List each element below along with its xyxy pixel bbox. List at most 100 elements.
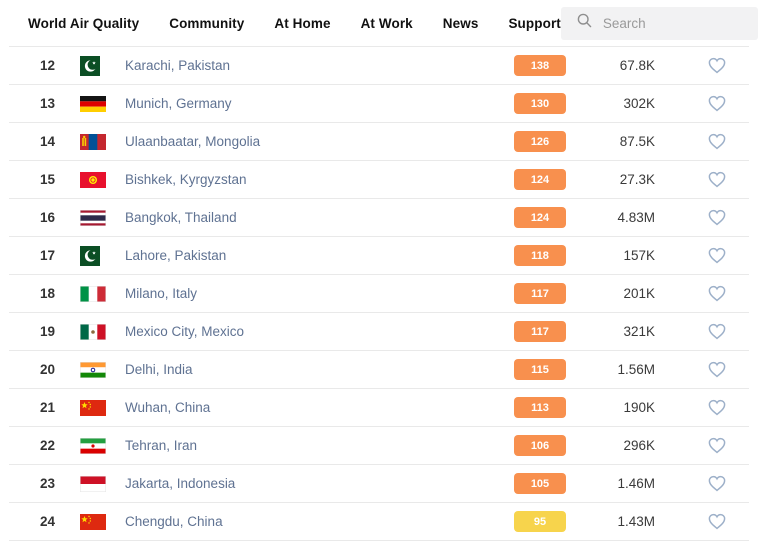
followers-count: 302K — [623, 96, 655, 111]
aqi-badge: 115 — [514, 359, 566, 380]
nav-item-world-air-quality[interactable]: World Air Quality — [28, 15, 140, 31]
followers-count: 296K — [623, 438, 655, 453]
aqi-badge: 138 — [514, 55, 566, 76]
aqi-badge: 124 — [514, 169, 566, 190]
heart-follow-button[interactable] — [707, 170, 727, 189]
followers-count: 1.46M — [617, 476, 655, 491]
rank-number: 15 — [40, 172, 56, 187]
aqi-badge: 126 — [514, 131, 566, 152]
city-ranking-table: 12 Karachi, Pakistan 138 67.8K 13 Munich… — [9, 46, 749, 541]
city-row-15[interactable]: 15 Bishkek, Kyrgyzstan 124 27.3K — [9, 161, 749, 199]
rank-number: 14 — [40, 134, 56, 149]
search-box[interactable] — [560, 6, 758, 40]
flag-icon-cn — [80, 399, 125, 416]
rank-number: 13 — [40, 96, 56, 111]
followers-count: 1.56M — [617, 362, 655, 377]
followers-count: 1.43M — [617, 514, 655, 529]
flag-icon-in — [80, 361, 125, 378]
city-row-24[interactable]: 24 Chengdu, China 95 1.43M — [9, 503, 749, 541]
heart-follow-button[interactable] — [707, 132, 727, 151]
city-link[interactable]: Bangkok, Thailand — [125, 210, 237, 225]
heart-follow-button[interactable] — [707, 246, 727, 265]
city-link[interactable]: Jakarta, Indonesia — [125, 476, 236, 491]
heart-follow-button[interactable] — [707, 208, 727, 227]
followers-count: 87.5K — [619, 134, 655, 149]
aqi-badge: 106 — [514, 435, 566, 456]
heart-follow-button[interactable] — [707, 94, 727, 113]
rank-number: 17 — [40, 248, 56, 263]
aqi-badge: 117 — [514, 321, 566, 342]
aqi-badge: 130 — [514, 93, 566, 114]
followers-count: 201K — [623, 286, 655, 301]
aqi-badge: 105 — [514, 473, 566, 494]
followers-count: 4.83M — [617, 210, 655, 225]
heart-follow-button[interactable] — [707, 322, 727, 341]
city-link[interactable]: Bishkek, Kyrgyzstan — [125, 172, 247, 187]
aqi-badge: 117 — [514, 283, 566, 304]
heart-follow-button[interactable] — [707, 512, 727, 531]
heart-follow-button[interactable] — [707, 284, 727, 303]
rank-number: 19 — [40, 324, 56, 339]
flag-icon-id — [80, 475, 125, 492]
aqi-badge: 118 — [514, 245, 566, 266]
flag-icon-cn — [80, 513, 125, 530]
rank-number: 18 — [40, 286, 56, 301]
city-row-21[interactable]: 21 Wuhan, China 113 190K — [9, 389, 749, 427]
flag-icon-de — [80, 95, 125, 112]
city-link[interactable]: Lahore, Pakistan — [125, 248, 227, 263]
flag-icon-pk — [80, 55, 125, 76]
rank-number: 16 — [40, 210, 56, 225]
rank-number: 22 — [40, 438, 56, 453]
followers-count: 190K — [623, 400, 655, 415]
rank-number: 20 — [40, 362, 56, 377]
aqi-badge: 124 — [514, 207, 566, 228]
city-link[interactable]: Delhi, India — [125, 362, 193, 377]
city-link[interactable]: Mexico City, Mexico — [125, 324, 245, 339]
flag-icon-mx — [80, 323, 125, 340]
flag-icon-ir — [80, 437, 125, 454]
heart-follow-button[interactable] — [707, 398, 727, 417]
city-link[interactable]: Chengdu, China — [125, 514, 223, 529]
rank-number: 21 — [40, 400, 56, 415]
search-icon — [577, 13, 592, 33]
followers-count: 27.3K — [619, 172, 655, 187]
city-row-12[interactable]: 12 Karachi, Pakistan 138 67.8K — [9, 47, 749, 85]
flag-icon-kg — [80, 171, 125, 188]
nav-item-community[interactable]: Community — [169, 15, 245, 31]
city-row-20[interactable]: 20 Delhi, India 115 1.56M — [9, 351, 749, 389]
nav-item-news[interactable]: News — [442, 15, 479, 31]
city-row-23[interactable]: 23 Jakarta, Indonesia 105 1.46M — [9, 465, 749, 503]
city-link[interactable]: Karachi, Pakistan — [125, 58, 231, 73]
city-link[interactable]: Tehran, Iran — [125, 438, 198, 453]
heart-follow-button[interactable] — [707, 360, 727, 379]
city-row-14[interactable]: 14 Ulaanbaatar, Mongolia 126 87.5K — [9, 123, 749, 161]
top-navbar: World Air Quality Community At Home At Work… — [0, 0, 758, 46]
city-link[interactable]: Munich, Germany — [125, 96, 232, 111]
rank-number: 24 — [40, 514, 56, 529]
city-row-13[interactable]: 13 Munich, Germany 130 302K — [9, 85, 749, 123]
aqi-badge: 95 — [514, 511, 566, 532]
flag-icon-pk — [80, 245, 125, 266]
city-link[interactable]: Ulaanbaatar, Mongolia — [125, 134, 261, 149]
nav-item-support[interactable]: Support — [508, 15, 561, 31]
aqi-badge: 113 — [514, 397, 566, 418]
city-row-19[interactable]: 19 Mexico City, Mexico 117 321K — [9, 313, 749, 351]
city-link[interactable]: Milano, Italy — [125, 286, 198, 301]
heart-follow-button[interactable] — [707, 436, 727, 455]
flag-icon-it — [80, 285, 125, 302]
heart-follow-button[interactable] — [707, 56, 727, 75]
city-row-17[interactable]: 17 Lahore, Pakistan 118 157K — [9, 237, 749, 275]
nav-item-at-work[interactable]: At Work — [360, 15, 413, 31]
city-row-16[interactable]: 16 Bangkok, Thailand 124 4.83M — [9, 199, 749, 237]
rank-number: 12 — [40, 58, 56, 73]
search-input[interactable] — [600, 14, 755, 32]
rank-number: 23 — [40, 476, 56, 491]
heart-follow-button[interactable] — [707, 474, 727, 493]
nav-item-at-home[interactable]: At Home — [274, 15, 331, 31]
flag-icon-th — [80, 209, 125, 226]
city-link[interactable]: Wuhan, China — [125, 400, 211, 415]
nav-menu: World Air Quality Community At Home At Work… — [28, 16, 561, 31]
city-row-22[interactable]: 22 Tehran, Iran 106 296K — [9, 427, 749, 465]
city-row-18[interactable]: 18 Milano, Italy 117 201K — [9, 275, 749, 313]
